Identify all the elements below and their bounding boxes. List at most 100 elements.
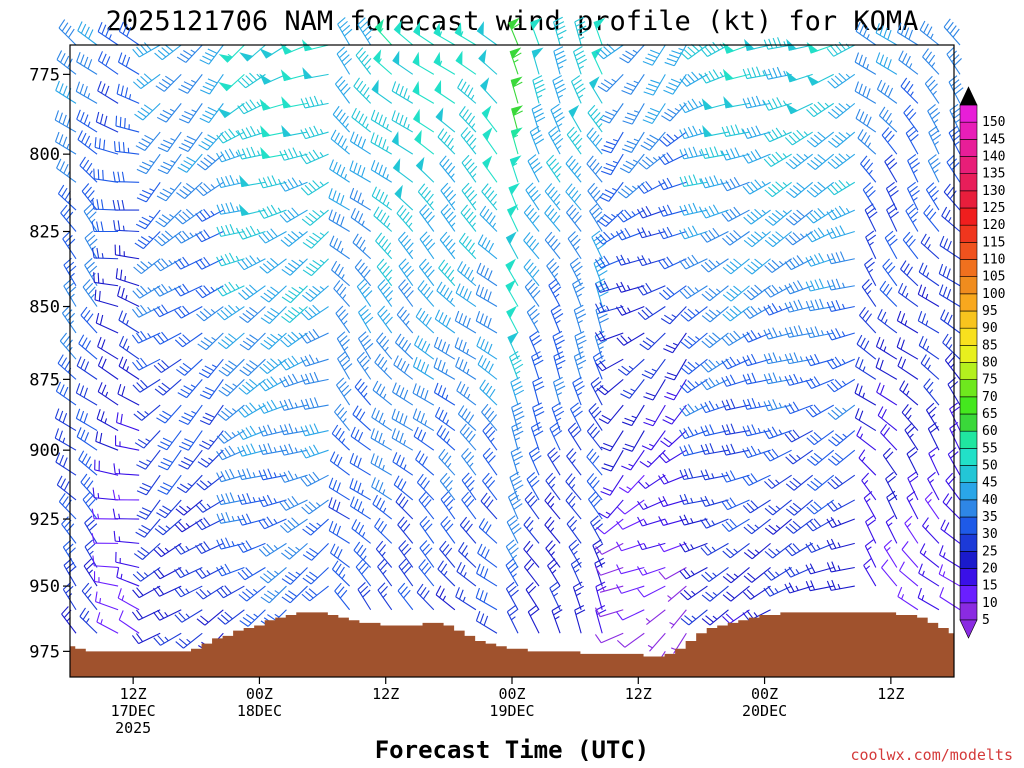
wind-barb <box>863 558 877 587</box>
wind-barb <box>621 131 645 153</box>
wind-barb <box>97 356 119 380</box>
wind-barb <box>156 499 182 519</box>
wind-barb <box>621 74 645 95</box>
wind-barb <box>199 430 224 450</box>
wind-barb <box>237 513 266 526</box>
colorbar-swatch <box>959 499 978 518</box>
wind-barb <box>351 107 372 133</box>
wind-barb <box>156 103 182 123</box>
wind-barb <box>826 179 856 196</box>
wind-barb <box>56 158 77 183</box>
colorbar-label: 20 <box>982 562 998 577</box>
wind-barb <box>412 383 435 406</box>
wind-barb <box>722 542 750 559</box>
wind-barb <box>239 174 266 188</box>
wind-barb <box>785 102 813 115</box>
wind-barb <box>881 559 898 587</box>
wind-barb <box>329 235 350 260</box>
wind-barb <box>700 175 729 189</box>
colorbar-label: 95 <box>982 304 998 319</box>
wind-barb <box>601 153 624 176</box>
wind-barb <box>826 579 855 591</box>
wind-barb <box>81 582 98 611</box>
wind-barb <box>198 358 224 379</box>
wind-barb <box>300 471 329 487</box>
wind-barb <box>594 566 624 576</box>
wind-barb <box>826 205 855 221</box>
wind-barb <box>545 472 561 501</box>
wind-barb <box>115 115 140 133</box>
wind-barb <box>616 564 645 575</box>
wind-barb <box>132 285 161 299</box>
wind-barb <box>570 557 582 587</box>
wind-barb <box>622 103 645 125</box>
wind-barb <box>639 449 666 468</box>
wind-barb <box>919 543 940 568</box>
colorbar-label: 65 <box>982 407 998 422</box>
wind-barb <box>440 204 457 232</box>
wind-barb <box>898 50 919 75</box>
wind-barb <box>358 305 374 334</box>
wind-barb <box>784 325 813 338</box>
wind-barb <box>83 203 98 232</box>
wind-barb <box>743 567 771 583</box>
wind-barb <box>353 541 372 568</box>
y-tick-label: 850 <box>29 298 60 318</box>
wind-barb <box>900 260 919 287</box>
wind-barb <box>664 44 687 67</box>
wind-barb <box>352 233 372 260</box>
wind-barb <box>174 518 203 533</box>
wind-barb <box>196 153 224 171</box>
wind-barb <box>510 76 523 104</box>
wind-barb <box>55 452 77 476</box>
wind-barb <box>896 22 919 46</box>
wind-barb <box>943 18 961 46</box>
colorbar-swatch <box>959 516 978 535</box>
wind-barb <box>587 104 604 133</box>
wind-barb <box>806 499 835 515</box>
wind-barb <box>742 353 771 367</box>
wind-barb <box>700 517 729 529</box>
wind-barb <box>701 306 729 323</box>
wind-barb <box>370 109 393 133</box>
wind-barb <box>457 405 477 431</box>
colorbar-swatch <box>959 430 978 449</box>
wind-barb <box>280 69 308 82</box>
wind-barb <box>827 102 856 119</box>
colorbar-swatch <box>959 259 978 277</box>
wind-barb <box>550 304 564 334</box>
wind-barb <box>827 449 856 466</box>
wind-barb <box>97 81 119 104</box>
wind-barb <box>349 453 371 476</box>
wind-barb <box>864 203 878 232</box>
wind-barb <box>906 181 920 211</box>
wind-barb <box>546 154 562 183</box>
wind-barb <box>131 632 161 645</box>
wind-barb <box>742 445 771 459</box>
wind-barb <box>375 232 393 260</box>
y-tick-label: 825 <box>29 222 60 242</box>
wind-barb <box>370 132 392 155</box>
wind-barb <box>391 110 414 133</box>
wind-barb <box>617 358 645 376</box>
wind-barb <box>572 581 584 610</box>
wind-barb <box>153 331 182 345</box>
wind-barb <box>918 563 940 587</box>
wind-barb <box>680 585 708 601</box>
wind-barb <box>82 491 98 520</box>
wind-barb <box>239 306 266 324</box>
wind-barb <box>920 354 940 380</box>
wind-barb <box>300 180 329 196</box>
wind-barb <box>178 74 203 94</box>
wind-barb <box>328 188 350 211</box>
wind-barb <box>900 77 919 104</box>
wind-barb <box>927 154 941 183</box>
wind-barb <box>157 474 182 495</box>
colorbar-label: 150 <box>982 115 1005 130</box>
wind-barb <box>112 171 140 183</box>
wind-barb <box>373 206 393 232</box>
x-axis-label: Forecast Time (UTC) <box>375 736 650 764</box>
wind-barb <box>743 258 771 275</box>
wind-barb <box>78 450 98 476</box>
wind-barb <box>938 263 961 287</box>
